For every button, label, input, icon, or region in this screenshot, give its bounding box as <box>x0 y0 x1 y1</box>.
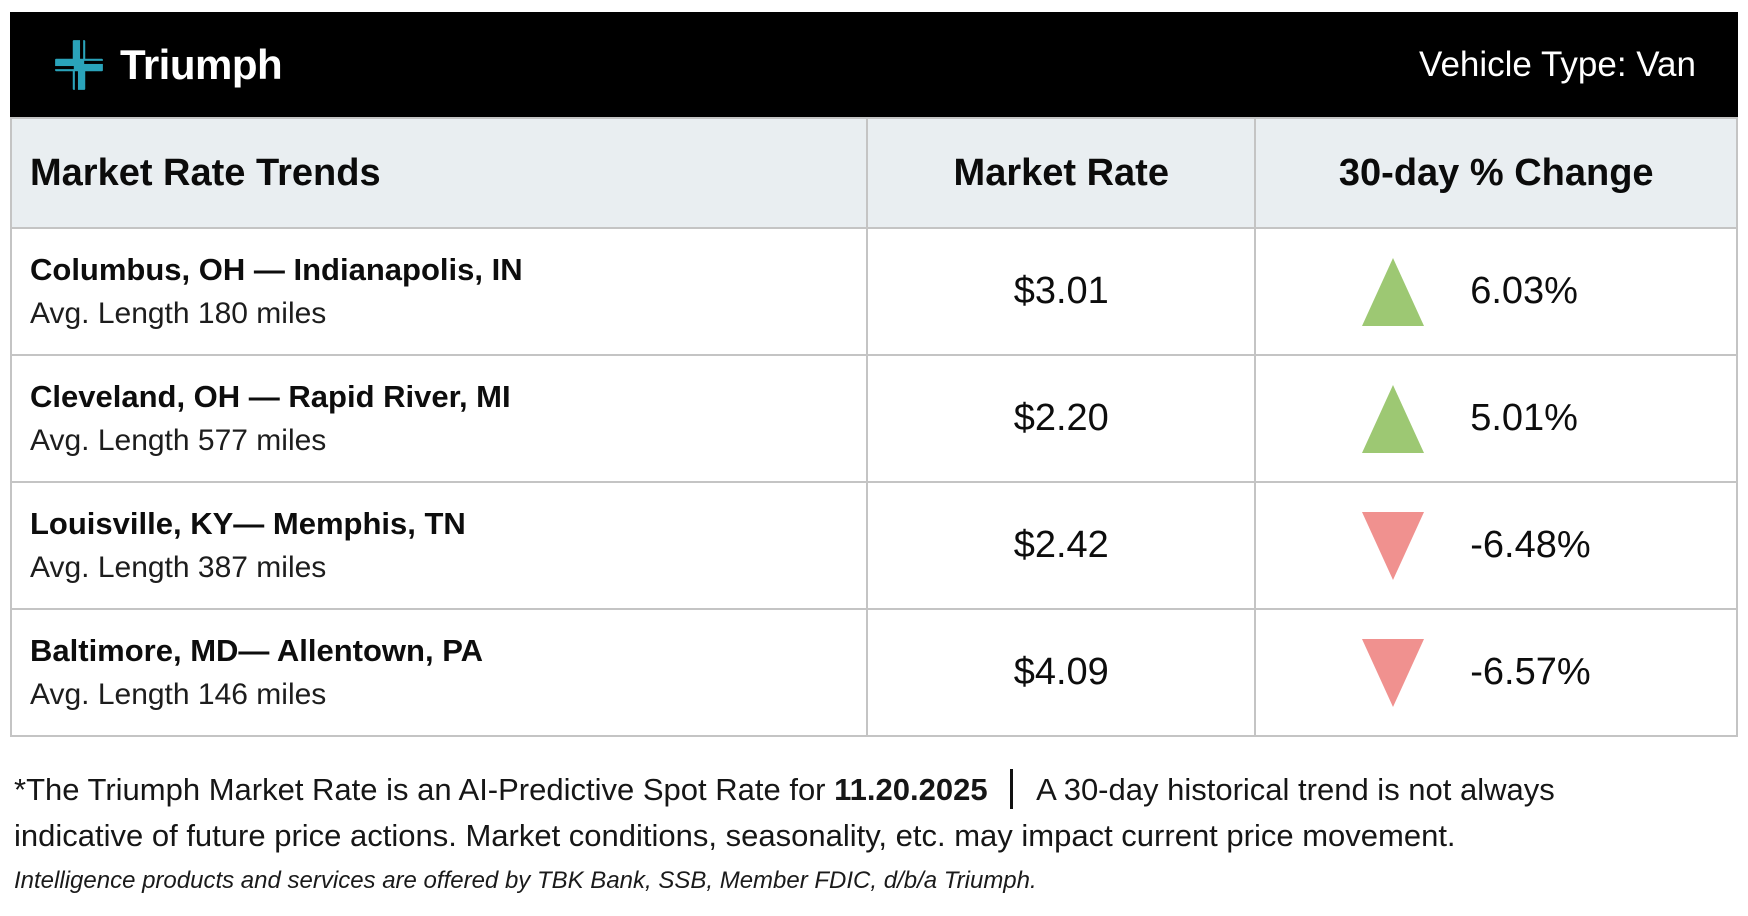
col-header-market-rate: Market Rate <box>866 117 1257 229</box>
market-rate-report: Triumph Vehicle Type: Van Market Rate Tr… <box>9 12 1738 895</box>
market-rate-value: $2.20 <box>866 354 1257 483</box>
avg-length: Avg. Length 387 miles <box>30 551 327 584</box>
trend-direction-icon <box>1362 257 1425 326</box>
footnotes: *The Triumph Market Rate is an AI-Predic… <box>10 737 1738 895</box>
lane-cell: Columbus, OH — Indianapolis, IN Avg. Len… <box>9 227 869 356</box>
table-row: Columbus, OH — Indianapolis, IN Avg. Len… <box>9 227 1738 356</box>
trend-direction-icon <box>1362 384 1425 453</box>
trend-direction-icon <box>1362 638 1425 707</box>
lane-cell: Cleveland, OH — Rapid River, MI Avg. Len… <box>9 354 869 483</box>
triumph-logo-icon <box>54 37 104 92</box>
col-header-30-day-change: 30-day % Change <box>1254 117 1738 229</box>
fdic-disclaimer: Intelligence products and services are o… <box>14 867 1037 894</box>
avg-length: Avg. Length 146 miles <box>30 678 327 711</box>
lane-name: Cleveland, OH — Rapid River, MI <box>30 379 511 414</box>
vehicle-type-label: Vehicle Type: Van <box>1419 44 1696 84</box>
brand-name: Triumph <box>120 40 283 88</box>
col-header-market-rate-trends: Market Rate Trends <box>9 117 869 229</box>
avg-length: Avg. Length 577 miles <box>30 424 327 457</box>
table-row: Louisville, KY— Memphis, TN Avg. Length … <box>9 481 1738 610</box>
market-rate-value: $4.09 <box>866 608 1257 737</box>
lane-cell: Louisville, KY— Memphis, TN Avg. Length … <box>9 481 869 610</box>
change-value: -6.57% <box>1470 651 1591 693</box>
table-row: Cleveland, OH — Rapid River, MI Avg. Len… <box>9 354 1738 483</box>
change-cell: 5.01% <box>1254 354 1738 483</box>
change-value: 6.03% <box>1470 270 1578 312</box>
lane-name: Baltimore, MD— Allentown, PA <box>30 633 483 668</box>
lane-name: Louisville, KY— Memphis, TN <box>30 506 466 541</box>
change-value: -6.48% <box>1470 524 1591 566</box>
change-value: 5.01% <box>1470 397 1578 439</box>
lane-cell: Baltimore, MD— Allentown, PA Avg. Length… <box>9 608 869 737</box>
table-row: Baltimore, MD— Allentown, PA Avg. Length… <box>9 608 1738 737</box>
market-rate-value: $3.01 <box>866 227 1257 356</box>
top-bar: Triumph Vehicle Type: Van <box>10 12 1738 117</box>
vertical-divider <box>1010 769 1014 809</box>
trend-direction-icon <box>1362 511 1425 580</box>
change-cell: -6.48% <box>1254 481 1738 610</box>
change-cell: 6.03% <box>1254 227 1738 356</box>
lane-name: Columbus, OH — Indianapolis, IN <box>30 252 523 287</box>
avg-length: Avg. Length 180 miles <box>30 297 327 330</box>
footnote-prefix: *The Triumph Market Rate is an AI-Predic… <box>14 772 826 807</box>
market-rate-value: $2.42 <box>866 481 1257 610</box>
brand: Triumph <box>54 37 283 92</box>
market-rate-table: Market Rate Trends Market Rate 30-day % … <box>9 117 1738 737</box>
table-header-row: Market Rate Trends Market Rate 30-day % … <box>9 117 1738 229</box>
footnote-suffix: A 30-day historical trend is not always <box>1036 772 1555 807</box>
change-cell: -6.57% <box>1254 608 1738 737</box>
footnote-line-2: indicative of future price actions. Mark… <box>14 818 1456 853</box>
footnote-line-1: *The Triumph Market Rate is an AI-Predic… <box>14 767 1736 813</box>
footnote-date: 11.20.2025 <box>834 772 988 807</box>
